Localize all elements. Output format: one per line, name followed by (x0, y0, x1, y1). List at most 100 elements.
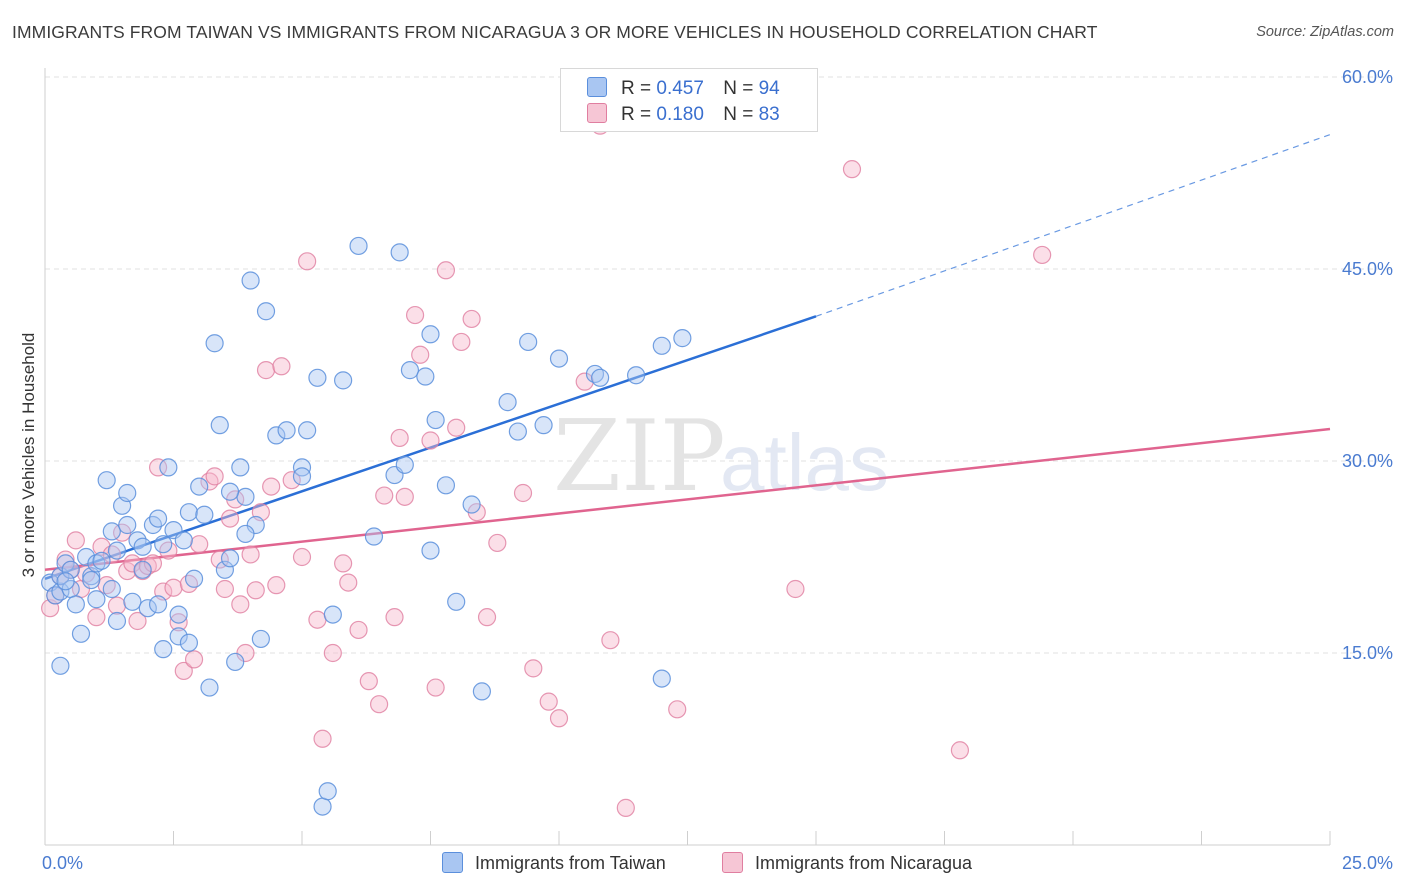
nicaragua-point (272, 357, 291, 376)
nicaragua-point (220, 509, 240, 528)
nicaragua-trend-line (44, 427, 1331, 572)
taiwan-point (364, 527, 384, 546)
taiwan-point (159, 458, 178, 477)
nicaragua-point (411, 345, 430, 364)
nicaragua-point (488, 533, 507, 553)
taiwan-point (61, 560, 80, 579)
nicaragua-point (334, 554, 353, 573)
taiwan-point (591, 368, 610, 387)
gridlines (45, 76, 1395, 654)
taiwan-point (107, 611, 127, 631)
taiwan-point (118, 483, 137, 503)
nicaragua-point (395, 487, 414, 506)
nicaragua-swatch (722, 852, 743, 873)
watermark: ZIP atlas (553, 400, 889, 514)
taiwan-point (210, 416, 229, 435)
nicaragua-point (601, 631, 620, 650)
nicaragua-point (190, 535, 209, 554)
taiwan-point (169, 627, 188, 646)
taiwan-point (318, 782, 337, 801)
nicaragua-point (842, 160, 862, 179)
nicaragua-point (292, 547, 312, 567)
nicaragua-point (148, 458, 168, 477)
nicaragua-point (123, 554, 142, 573)
nicaragua-point (339, 573, 358, 592)
taiwan-point (436, 476, 456, 495)
nicaragua-point (236, 643, 255, 663)
nicaragua-point (128, 611, 147, 631)
taiwan-point (154, 535, 173, 554)
taiwan-point (298, 421, 317, 440)
nicaragua-point (241, 545, 260, 564)
taiwan-point (220, 482, 240, 501)
nicaragua-point (385, 608, 404, 627)
nicaragua-point (950, 741, 970, 760)
taiwan-point (251, 629, 270, 649)
x-tick-label: 0.0% (42, 853, 83, 873)
y-tick-label: 60.0% (1342, 67, 1393, 87)
taiwan-point (256, 302, 276, 321)
nicaragua-point (513, 483, 533, 503)
nicaragua-point (421, 431, 440, 450)
taiwan-point (426, 410, 445, 430)
y-tick-labels: 15.0% 30.0% 45.0% 60.0% (1342, 67, 1393, 663)
taiwan-point (390, 243, 409, 262)
taiwan-trend-line (44, 315, 817, 580)
taiwan-point (334, 371, 353, 390)
nicaragua-point (426, 678, 445, 697)
taiwan-point (179, 503, 199, 522)
taiwan-point (267, 426, 286, 445)
taiwan-point (236, 487, 255, 506)
nicaragua-point (179, 574, 199, 593)
nicaragua-point (200, 472, 219, 491)
nicaragua-point (447, 418, 466, 437)
taiwan-point (77, 547, 96, 567)
taiwan-point (174, 531, 193, 550)
nicaragua-point (298, 252, 317, 271)
x-tick-label: 25.0% (1342, 853, 1393, 873)
taiwan-point (87, 554, 106, 573)
legend-swatch-taiwan (587, 77, 607, 97)
nicaragua-point (477, 608, 497, 627)
nicaragua-point (184, 650, 204, 669)
legend-n-label: N = (723, 104, 754, 125)
taiwan-point (51, 656, 70, 675)
taiwan-point (123, 592, 142, 611)
legend-r-label: R = (621, 104, 652, 125)
nicaragua-point (349, 620, 368, 640)
y-axis-label: 3 or more Vehicles in Household (19, 333, 38, 578)
taiwan-point (421, 541, 440, 560)
taiwan-point (148, 595, 168, 614)
taiwan-point (92, 551, 111, 570)
taiwan-point (277, 421, 296, 440)
nicaragua-point (390, 428, 409, 448)
taiwan-point (673, 329, 692, 348)
taiwan-point (148, 509, 168, 528)
taiwan-swatch (442, 852, 463, 873)
taiwan-point (226, 652, 245, 672)
taiwan-legend-label: Immigrants from Taiwan (475, 853, 666, 873)
nicaragua-point (359, 672, 378, 691)
y-tick-label: 45.0% (1342, 259, 1393, 279)
series-legend-nicaragua: Immigrants from Nicaragua (722, 852, 972, 874)
nicaragua-point (524, 659, 543, 678)
legend-row-nicaragua: R = 0.180 N = 83 (587, 103, 780, 125)
nicaragua-point (308, 610, 327, 629)
taiwan-point (220, 549, 240, 568)
taiwan-point (519, 332, 538, 352)
taiwan-point (534, 416, 553, 435)
nicaragua-point (246, 581, 265, 600)
legend-n-value: 94 (758, 78, 780, 99)
taiwan-point (107, 541, 127, 560)
series-legend-taiwan: Immigrants from Taiwan (442, 852, 666, 874)
x-tick-labels: 0.0% 25.0% (42, 853, 1393, 873)
taiwan-point (56, 572, 75, 591)
nicaragua-point (174, 661, 193, 681)
legend-r-value: 0.457 (656, 78, 704, 99)
taiwan-point (118, 515, 137, 535)
nicaragua-point (231, 595, 250, 614)
taiwan-point (462, 495, 481, 514)
taiwan-point (133, 560, 152, 579)
taiwan-point (349, 236, 368, 256)
